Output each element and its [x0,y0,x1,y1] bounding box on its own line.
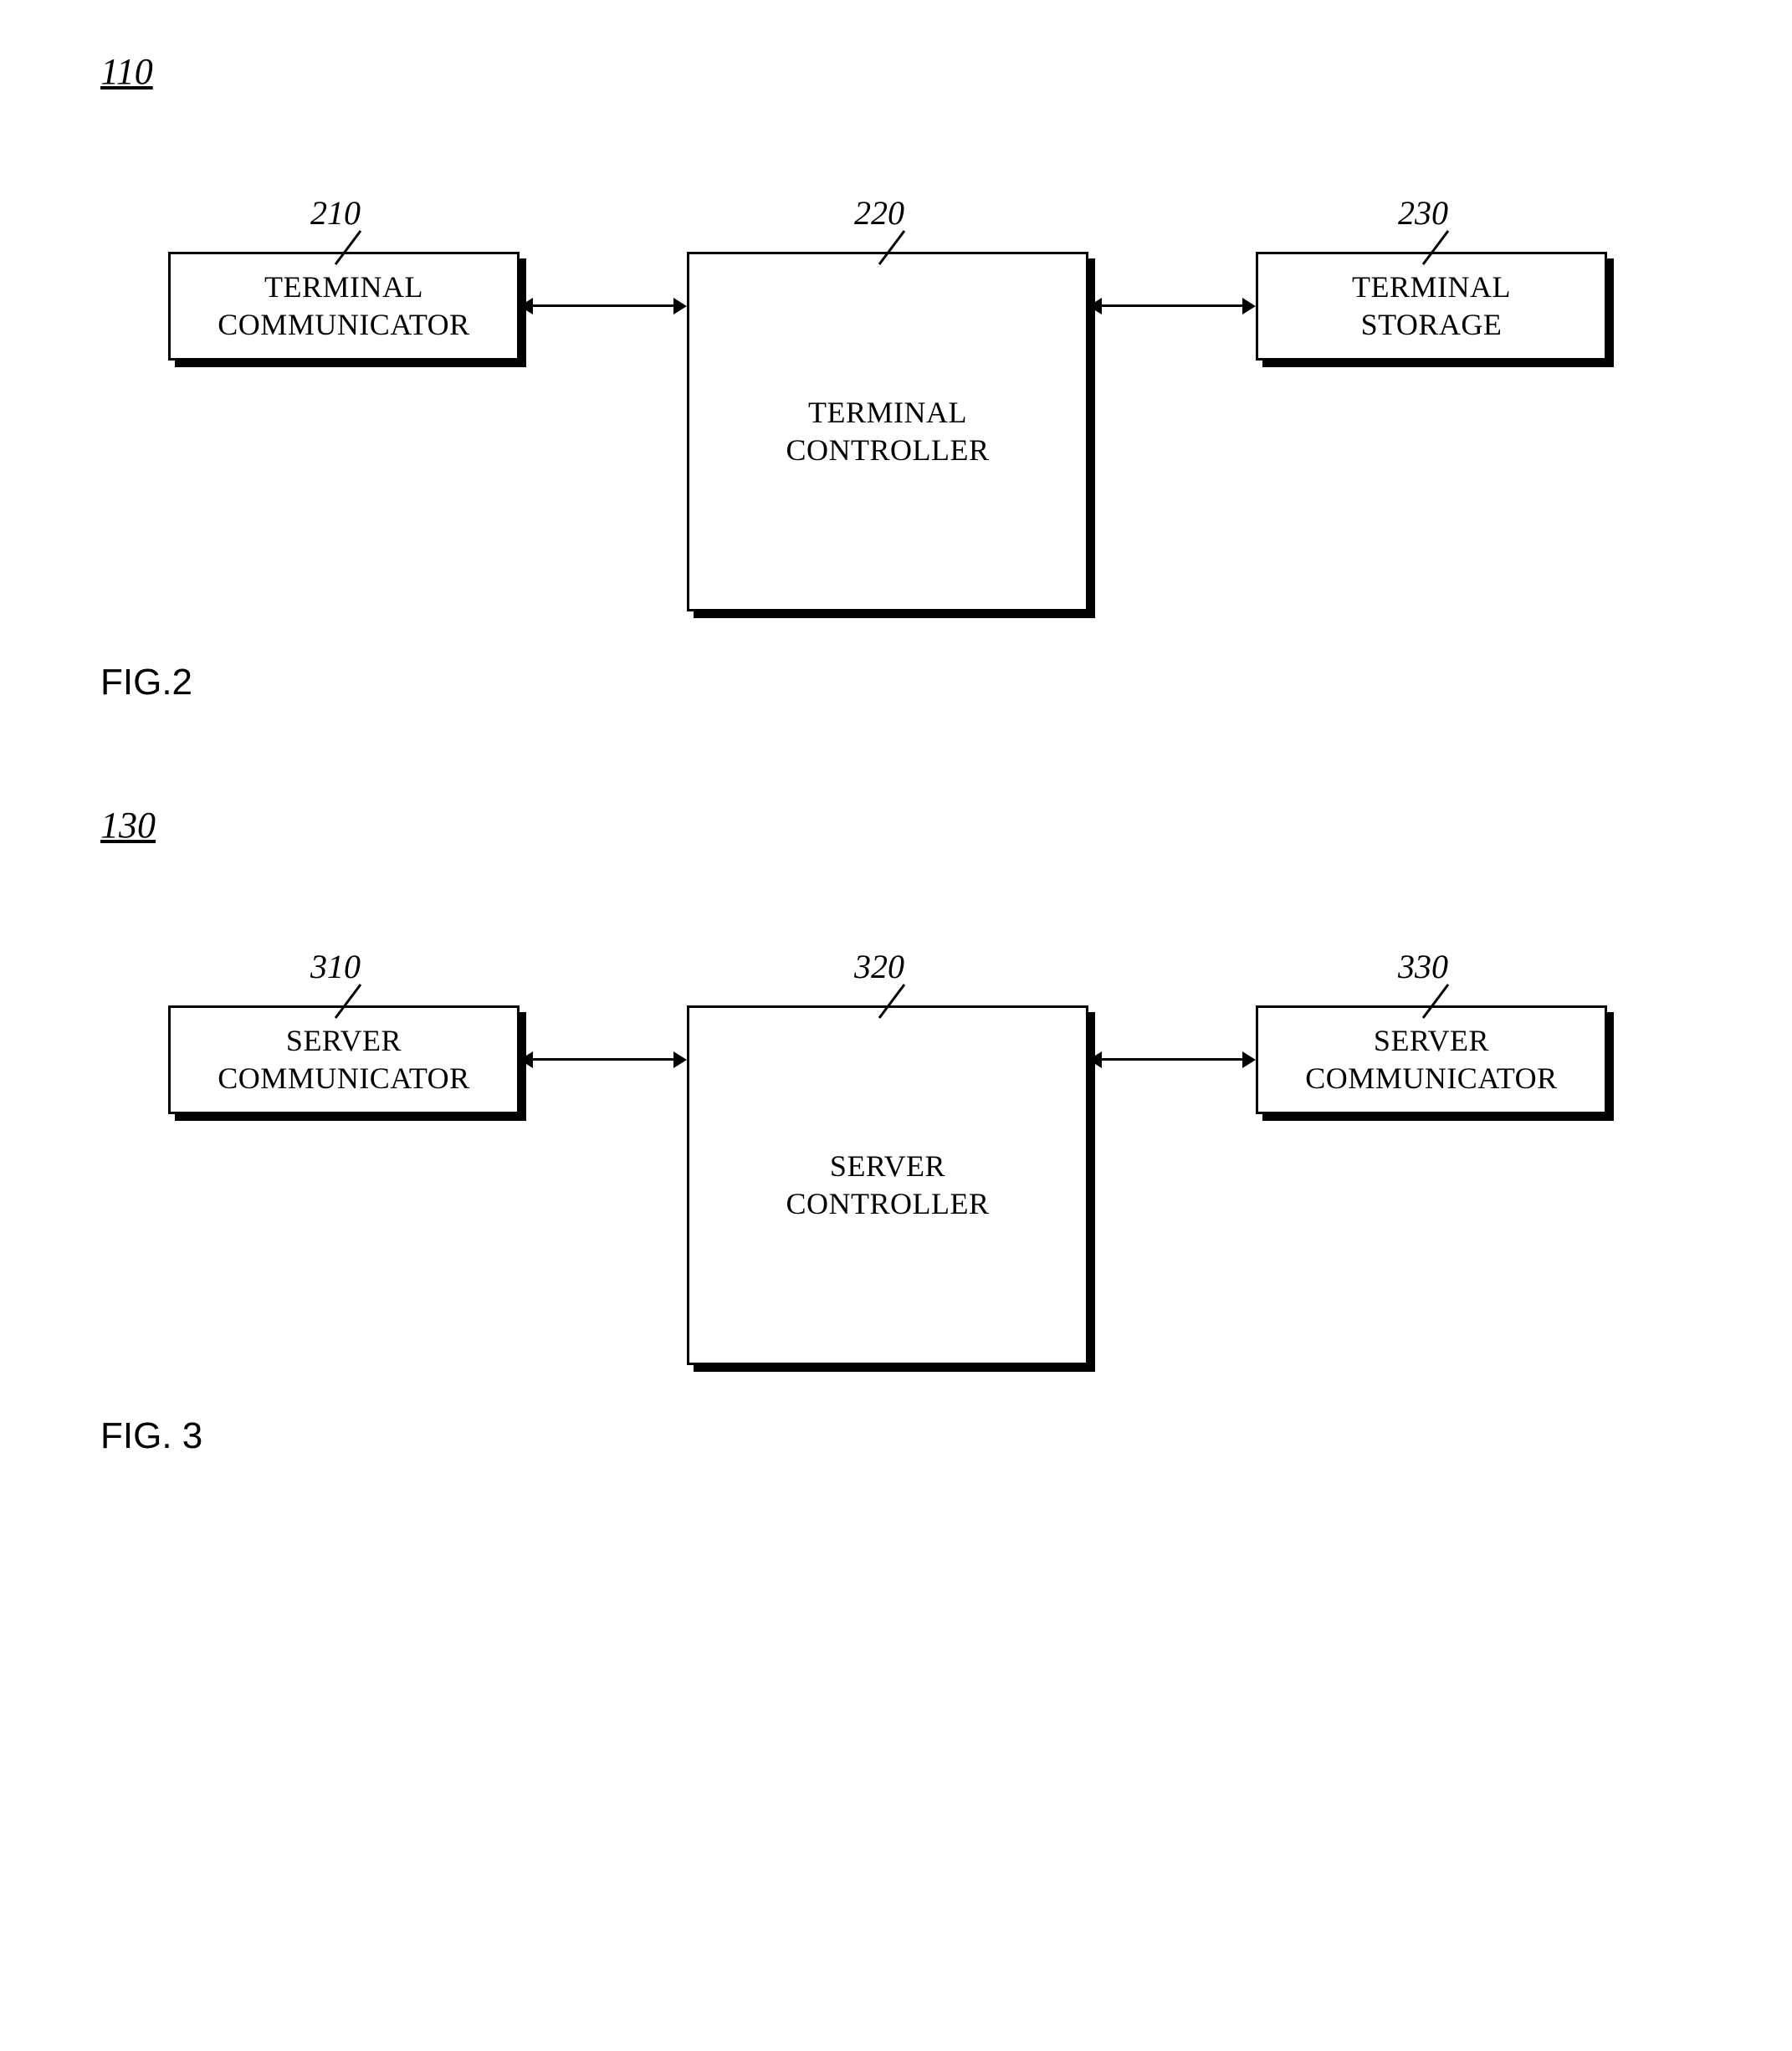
figure-3: 130 310 320 330 SERVERCOMMUNICATOR SERVE… [67,804,1725,1457]
box-label: TERMINALCOMMUNICATOR [218,269,469,344]
leader-line [331,227,373,269]
server-controller-box: SERVERCONTROLLER [687,1005,1088,1365]
leader-line [331,980,373,1022]
leader-line [1419,227,1461,269]
figure-3-id: 130 [100,804,1725,846]
figure-3-caption: FIG. 3 [100,1415,1725,1457]
box-label: TERMINALCONTROLLER [786,394,990,469]
arrow-right-icon [673,298,687,315]
bidir-arrow [520,298,687,315]
arrow-line [528,1058,678,1061]
arrow-line [1097,1058,1247,1061]
arrow-right-icon [673,1051,687,1068]
figure-2-id: 110 [100,50,1725,93]
box-label: SERVERCONTROLLER [786,1148,990,1223]
figure-2-diagram: 210 220 230 TERMINALCOMMUNICATOR TERMINA… [101,126,1691,628]
arrow-line [1097,304,1247,307]
arrow-right-icon [1242,1051,1256,1068]
leader-line [1419,980,1461,1022]
bidir-arrow [1088,1051,1256,1068]
figure-2: 110 210 220 230 TERMINALCOMMUNICATOR TER… [67,50,1725,703]
box-label: TERMINALSTORAGE [1352,269,1511,344]
arrow-line [528,304,678,307]
figure-2-caption: FIG.2 [100,662,1725,703]
leader-line [875,227,917,269]
leader-line [875,980,917,1022]
bidir-arrow [1088,298,1256,315]
box-label: SERVERCOMMUNICATOR [1305,1022,1557,1097]
arrow-right-icon [1242,298,1256,315]
box-label: SERVERCOMMUNICATOR [218,1022,469,1097]
figure-3-diagram: 310 320 330 SERVERCOMMUNICATOR SERVERCON… [101,880,1691,1382]
bidir-arrow [520,1051,687,1068]
terminal-controller-box: TERMINALCONTROLLER [687,252,1088,611]
